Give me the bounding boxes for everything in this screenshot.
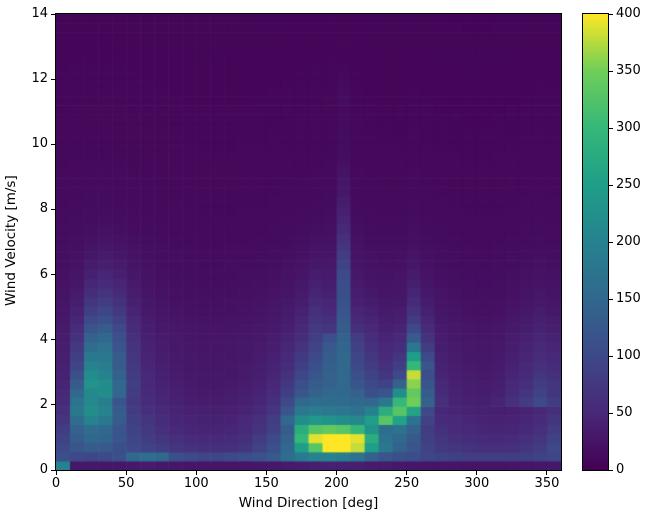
colorbar-tick-mark [609, 127, 613, 129]
x-tick-label: 300 [464, 476, 490, 491]
x-tick-label: 100 [183, 476, 209, 491]
colorbar-tick-mark [609, 241, 613, 243]
y-tick-mark [51, 274, 55, 276]
colorbar-tick-label: 300 [616, 120, 641, 135]
x-tick-label: 0 [51, 476, 61, 491]
y-tick-label: 8 [39, 201, 48, 217]
colorbar-tick-mark [609, 184, 613, 186]
colorbar-tick-label: 200 [616, 234, 641, 249]
y-tick-label: 12 [31, 71, 48, 87]
y-tick-label: 2 [39, 396, 48, 412]
y-tick-mark [51, 469, 55, 471]
y-tick-label: 4 [39, 331, 48, 347]
x-tick-label: 250 [394, 476, 420, 491]
x-tick-label: 350 [534, 476, 560, 491]
x-axis-label: Wind Direction [deg] [238, 495, 379, 511]
x-tick-label: 200 [324, 476, 349, 491]
x-tick-mark [406, 471, 408, 475]
x-tick-mark [336, 471, 338, 475]
x-tick-mark [125, 471, 127, 475]
x-tick-label: 50 [117, 476, 135, 491]
x-tick-label: 150 [253, 476, 279, 491]
y-tick-label: 0 [39, 462, 48, 477]
colorbar-tick-label: 250 [616, 177, 641, 192]
plot-area [55, 13, 562, 471]
heatmap-canvas [56, 14, 561, 470]
colorbar-tick-mark [609, 298, 613, 300]
colorbar-tick-mark [609, 412, 613, 414]
colorbar-tick-mark [609, 355, 613, 357]
y-tick-mark [51, 13, 55, 15]
y-tick-mark [51, 339, 55, 341]
colorbar-tick-label: 150 [616, 291, 641, 306]
y-tick-mark [51, 404, 55, 406]
y-tick-label: 6 [39, 266, 48, 282]
x-tick-mark [265, 471, 267, 475]
y-tick-label: 14 [31, 6, 48, 21]
colorbar-tick-mark [609, 13, 613, 15]
y-tick-mark [51, 143, 55, 145]
colorbar-tick-label: 400 [616, 6, 641, 21]
x-tick-mark [195, 471, 197, 475]
colorbar-tick-label: 100 [616, 348, 641, 363]
y-tick-mark [51, 208, 55, 210]
colorbar [582, 13, 609, 471]
colorbar-canvas [583, 14, 608, 470]
y-tick-mark [51, 78, 55, 80]
x-tick-mark [546, 471, 548, 475]
colorbar-tick-mark [609, 70, 613, 72]
y-tick-label: 10 [31, 136, 48, 152]
colorbar-tick-label: 50 [616, 405, 633, 420]
colorbar-tick-mark [609, 469, 613, 471]
colorbar-tick-label: 350 [616, 63, 641, 78]
colorbar-tick-label: 0 [616, 462, 625, 477]
x-tick-mark [55, 471, 57, 475]
x-tick-mark [476, 471, 478, 475]
